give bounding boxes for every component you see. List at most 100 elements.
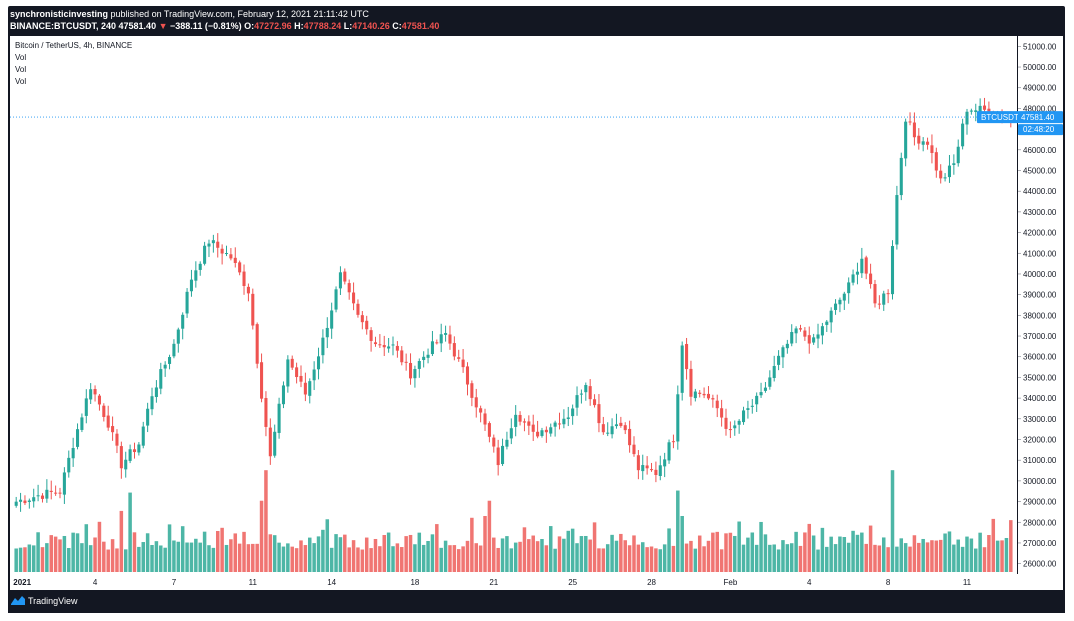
candle[interactable] [544,426,548,443]
candle[interactable] [216,233,220,258]
candle[interactable] [487,421,491,443]
candle[interactable] [947,154,952,183]
candle[interactable] [777,350,781,371]
candle[interactable] [316,347,321,380]
candle[interactable] [557,412,562,430]
candle[interactable] [347,279,351,300]
candle[interactable] [750,399,754,414]
candle[interactable] [768,370,772,390]
candle[interactable] [597,394,601,433]
candle[interactable] [378,334,382,348]
candle[interactable] [733,420,737,436]
candle[interactable] [75,423,80,450]
price-scale[interactable]: 26000.00 27000.00 28000.00 29000.00 30000.00… [1018,36,1063,574]
candle[interactable] [610,418,614,439]
candle[interactable] [312,361,316,391]
candle[interactable] [325,317,329,349]
candle[interactable] [220,244,224,265]
candle[interactable] [720,399,724,427]
candle[interactable] [834,299,838,315]
candle[interactable] [930,134,934,164]
candle[interactable] [522,418,526,432]
candle[interactable] [658,455,662,481]
candle[interactable] [492,434,496,453]
candle[interactable] [461,348,465,373]
candle[interactable] [168,354,172,370]
candle[interactable] [479,405,483,423]
candle[interactable] [899,152,903,201]
candle[interactable] [917,128,921,150]
candle[interactable] [667,439,671,464]
candle[interactable] [698,390,702,398]
candle[interactable] [207,239,211,258]
candle[interactable] [295,362,299,384]
candle[interactable] [391,336,395,356]
candle[interactable] [281,381,286,409]
candle[interactable] [873,279,877,308]
candle[interactable] [531,414,535,441]
candle[interactable] [115,429,119,454]
tradingview-brand[interactable]: TradingView [28,596,78,606]
candle[interactable] [755,392,759,413]
candle[interactable] [189,269,193,297]
candle[interactable] [102,403,106,422]
candle[interactable] [527,415,531,436]
candle[interactable] [128,444,132,464]
candle[interactable] [132,442,137,459]
candle[interactable] [702,387,706,399]
candle[interactable] [286,355,290,393]
candle[interactable] [663,452,667,478]
candle[interactable] [654,461,658,483]
candle[interactable] [518,411,522,426]
candle[interactable] [847,277,851,304]
candle[interactable] [1004,113,1008,120]
candle[interactable] [163,361,167,377]
plot-area[interactable]: Bitcoin / TetherUS, 4h, BINANCE Vol Vol … [10,36,1017,574]
candle[interactable] [685,337,689,380]
candle[interactable] [908,112,912,126]
candle[interactable] [882,290,886,311]
candle[interactable] [864,255,868,280]
candle[interactable] [601,416,605,435]
candle[interactable] [159,362,163,395]
candle[interactable] [198,261,202,276]
candle[interactable] [365,315,369,335]
candle[interactable] [448,325,452,350]
candle[interactable] [926,137,930,150]
candle[interactable] [303,372,307,402]
candle[interactable] [260,353,264,403]
author-name[interactable]: synchronisticinvesting [10,9,109,19]
candle[interactable] [413,365,417,388]
candle[interactable] [246,283,250,302]
candle[interactable] [812,333,816,345]
candle[interactable] [860,247,864,278]
legend-vol-1[interactable]: Vol [15,53,27,62]
candle[interactable] [71,437,75,467]
candle[interactable] [343,268,347,285]
candle[interactable] [452,336,456,361]
candle[interactable] [465,362,470,396]
candle[interactable] [435,339,439,345]
candle[interactable] [457,349,461,362]
candle[interactable] [356,299,360,318]
candle[interactable] [676,385,680,450]
candle[interactable] [194,261,198,288]
candle[interactable] [593,394,597,408]
candle[interactable] [97,393,101,411]
candle[interactable] [514,405,518,437]
candle[interactable] [251,288,255,330]
candle[interactable] [299,365,303,388]
candle[interactable] [242,264,246,295]
candle[interactable] [952,154,956,175]
candle[interactable] [974,103,978,122]
candle[interactable] [395,341,399,358]
candle[interactable] [693,388,697,402]
candle[interactable] [706,386,711,401]
candle[interactable] [369,327,373,352]
candle[interactable] [606,422,610,437]
candle[interactable] [352,282,356,311]
candle[interactable] [921,137,925,152]
candle[interactable] [40,493,45,503]
candle[interactable] [741,406,746,425]
candle[interactable] [111,416,115,441]
